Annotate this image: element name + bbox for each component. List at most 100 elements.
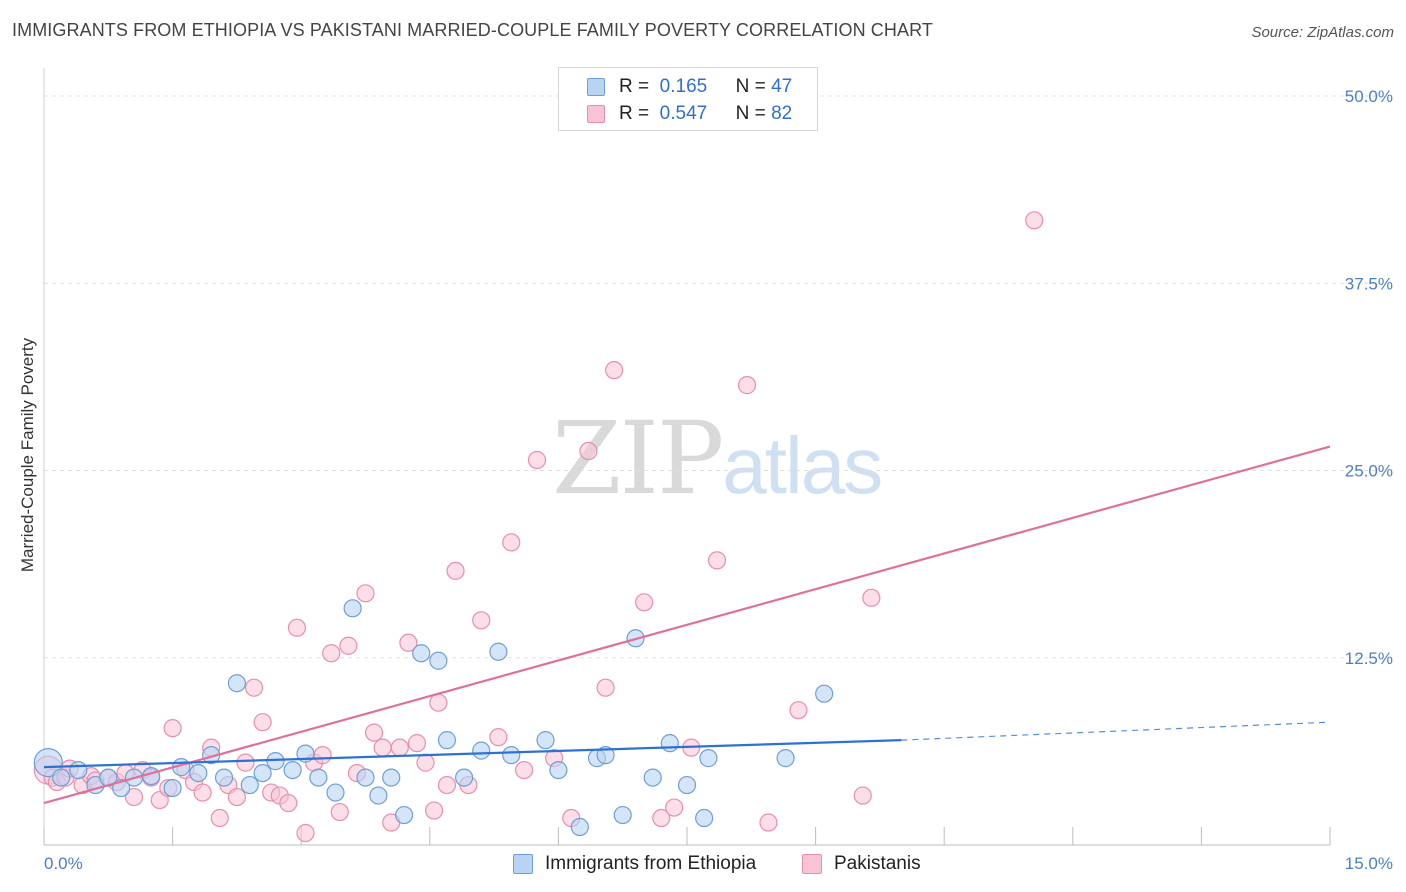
y-tick-label: 12.5% xyxy=(1345,649,1393,668)
ethiopia-point xyxy=(163,778,182,798)
legend-r-value-ethiopia: 0.165 xyxy=(659,76,708,97)
legend-swatch-ethiopia xyxy=(587,78,605,96)
legend-n-label: N = xyxy=(735,103,766,124)
pakistanis-point xyxy=(515,760,534,780)
legend-n-value-pakistanis: 82 xyxy=(771,103,793,124)
legend-swatch-pakistanis xyxy=(587,105,605,123)
tick-labels: 12.5% 25.0% 37.5% 50.0% 0.0% 15.0% xyxy=(44,87,1393,873)
pakistanis-point xyxy=(244,678,264,697)
ethiopia-point xyxy=(189,763,208,783)
pakistanis-point xyxy=(163,719,182,738)
pakistanis-point xyxy=(390,738,409,757)
y-tick-label: 25.0% xyxy=(1345,462,1393,481)
pakistanis-point xyxy=(296,823,315,843)
pakistanis-point xyxy=(489,728,508,747)
pakistanis-point xyxy=(253,713,272,732)
axes xyxy=(43,68,1331,846)
y-tick-label: 50.0% xyxy=(1345,87,1393,106)
ethiopia-point xyxy=(489,642,508,661)
pakistanis-point xyxy=(853,786,872,805)
correlation-legend: R = 0.165 N = 47 R = 0.547 N = 82 xyxy=(558,67,818,131)
bottom-legend-label-ethiopia: Immigrants from Ethiopia xyxy=(545,853,757,874)
pakistanis-point xyxy=(279,793,298,813)
pakistanis-point xyxy=(124,787,144,807)
ethiopia-point xyxy=(412,644,431,663)
ethiopia-point xyxy=(69,760,88,780)
pakistanis-point xyxy=(373,738,392,757)
ethiopia-point xyxy=(266,752,285,771)
pakistanis-point xyxy=(424,801,444,820)
pakistanis-point xyxy=(596,678,615,697)
ethiopia-point xyxy=(776,749,795,768)
pakistanis-point xyxy=(193,783,212,802)
ethiopia-point xyxy=(343,599,362,618)
pakistanis-point xyxy=(635,593,654,612)
x-tick-label-min: 0.0% xyxy=(44,854,83,873)
ethiopia-point xyxy=(240,775,259,795)
gridlines xyxy=(44,95,1380,659)
ethiopia-point xyxy=(326,783,345,802)
pakistanis-point xyxy=(652,808,671,828)
x-tick-label-max: 15.0% xyxy=(1345,854,1393,873)
ethiopia-point xyxy=(502,746,521,765)
pakistanis-point xyxy=(737,376,757,395)
pakistanis-point xyxy=(665,798,684,817)
chart-title: IMMIGRANTS FROM ETHIOPIA VS PAKISTANI MA… xyxy=(12,20,933,40)
ethiopia-point xyxy=(283,760,302,780)
bottom-legend-label-pakistanis: Pakistanis xyxy=(834,853,921,874)
pakistanis-point xyxy=(287,618,307,637)
ethiopia-point xyxy=(570,817,589,837)
pakistanis-point xyxy=(339,636,358,655)
pakistanis-point xyxy=(407,734,427,753)
legend-n-value-ethiopia: 47 xyxy=(771,76,793,97)
ethiopia-point xyxy=(699,749,718,768)
pakistanis-point xyxy=(416,753,435,772)
ethiopia-point xyxy=(454,768,474,787)
legend-n-label: N = xyxy=(735,76,766,97)
ethiopia-point xyxy=(382,768,401,787)
ethiopia-point xyxy=(356,768,375,787)
ethiopia-trend-extension xyxy=(901,721,1331,741)
trend-lines xyxy=(43,445,1331,805)
pakistanis-point xyxy=(1025,211,1044,230)
ethiopia-point xyxy=(660,734,679,753)
pakistanis-point xyxy=(605,361,624,380)
pakistanis-point xyxy=(330,802,349,822)
ethiopia-point xyxy=(596,746,615,765)
bottom-legend-swatch-ethiopia xyxy=(513,854,533,874)
pakistanis-point xyxy=(364,723,384,742)
pakistanis-point xyxy=(313,746,332,765)
ethiopia-point xyxy=(253,763,272,783)
ethiopia-point xyxy=(214,768,234,787)
ethiopia-point xyxy=(472,741,491,760)
bottom-legend-pakistanis: Pakistanis xyxy=(802,852,921,876)
pakistanis-point xyxy=(862,588,881,607)
ethiopia-point xyxy=(52,768,71,787)
pakistanis-trend-line xyxy=(43,445,1331,805)
legend-r-label: R = xyxy=(619,76,650,97)
pakistanis-point xyxy=(437,775,457,795)
pakistanis-point xyxy=(579,441,598,461)
y-tick-label: 37.5% xyxy=(1345,274,1393,293)
pakistanis-point xyxy=(707,551,727,570)
ethiopia-point xyxy=(227,674,246,693)
pakistanis-point xyxy=(236,753,255,772)
ethiopia-point xyxy=(549,760,568,780)
ethiopia-point xyxy=(695,808,714,828)
ethiopia-point xyxy=(613,805,632,825)
ethiopia-point xyxy=(643,768,662,787)
source-label: Source: ZipAtlas.com xyxy=(1251,24,1394,41)
pakistanis-point xyxy=(789,701,808,720)
pakistanis-point xyxy=(446,561,465,580)
ethiopia-point xyxy=(33,748,63,778)
ethiopia-point xyxy=(677,775,697,795)
pakistanis-point xyxy=(356,584,375,603)
ethiopia-trend-line xyxy=(43,739,902,769)
pakistanis-point xyxy=(472,611,491,630)
ethiopia-point xyxy=(429,651,448,670)
pakistanis-point xyxy=(759,813,778,832)
pakistanis-point xyxy=(429,693,448,712)
pakistanis-point xyxy=(527,450,547,470)
pakistanis-point xyxy=(322,644,341,663)
